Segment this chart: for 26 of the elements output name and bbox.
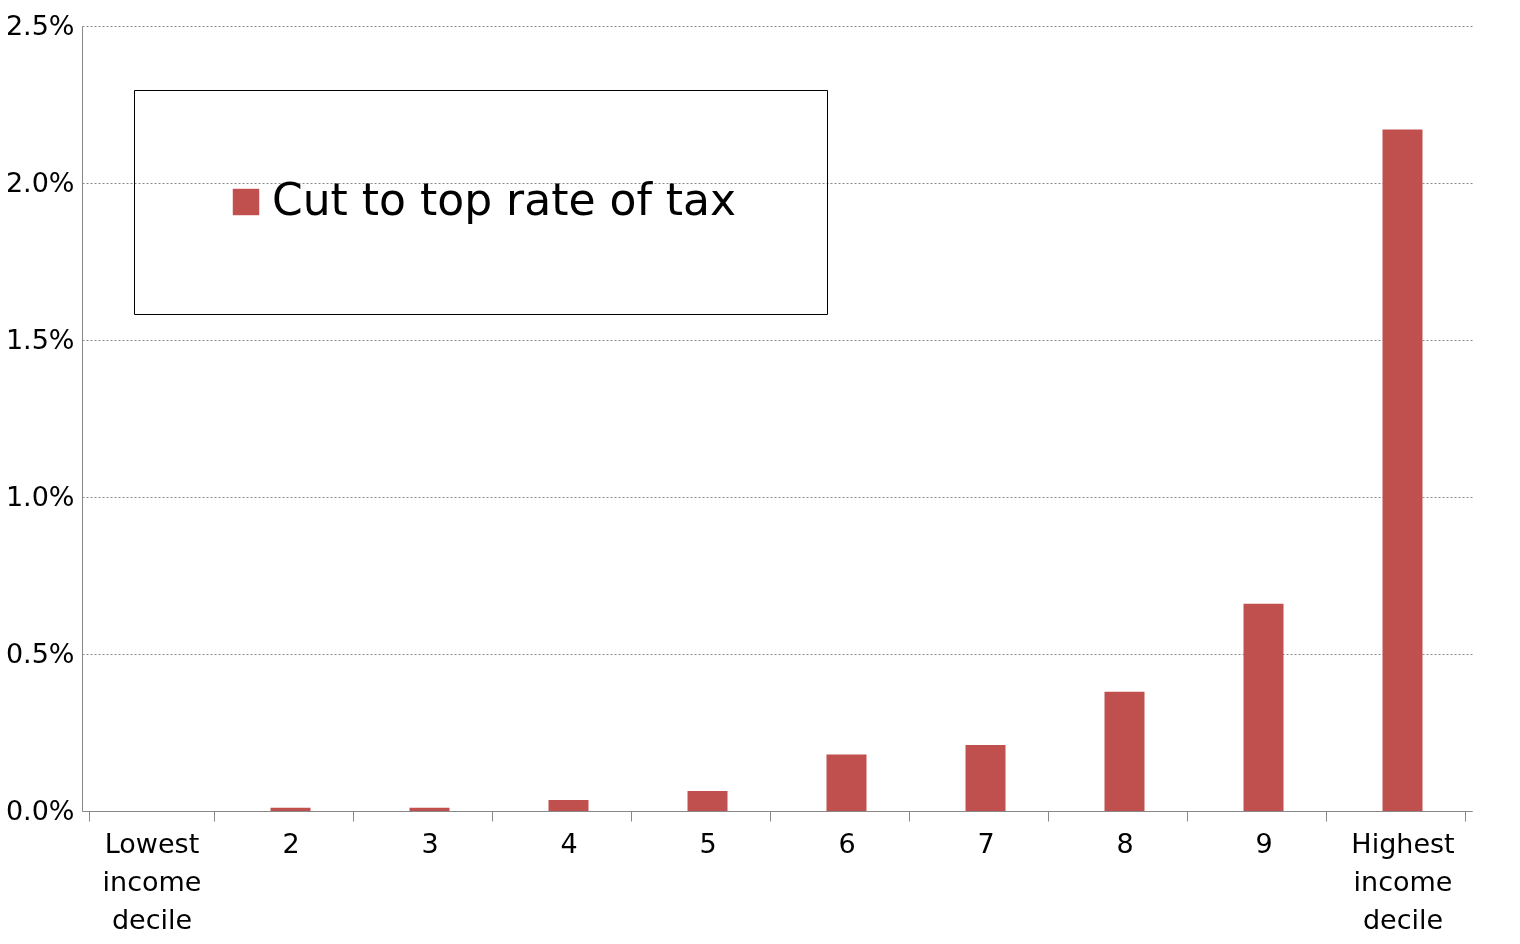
bar [826, 754, 867, 811]
x-tick-label: 9 [1255, 827, 1273, 859]
bar [1104, 691, 1145, 811]
x-tick-label: 7 [977, 827, 995, 859]
x-tick-label: Highest income decile [1351, 827, 1455, 935]
y-tick-label: 1.5% [5, 323, 75, 355]
bar [270, 807, 311, 811]
x-tick-label: 2 [282, 827, 300, 859]
y-tick-label: 0.0% [5, 794, 75, 826]
y-tick-label: 1.0% [5, 480, 75, 512]
legend-label: Cut to top rate of tax [272, 174, 737, 225]
y-tick-label: 0.5% [5, 637, 75, 669]
bar [548, 800, 589, 811]
bar [687, 790, 728, 811]
bar [409, 807, 450, 811]
x-tick-label: 3 [421, 827, 439, 859]
x-tick-label: 4 [560, 827, 578, 859]
y-tick-label: 2.5% [5, 9, 75, 41]
bar [1243, 603, 1284, 811]
x-tick-label: 6 [838, 827, 856, 859]
x-tick-label: 8 [1116, 827, 1134, 859]
x-tick-label: Lowest income decile [102, 827, 202, 935]
bar [1382, 129, 1423, 811]
bar [965, 745, 1006, 811]
x-tick-label: 5 [699, 827, 717, 859]
y-tick-label: 2.0% [5, 166, 75, 198]
